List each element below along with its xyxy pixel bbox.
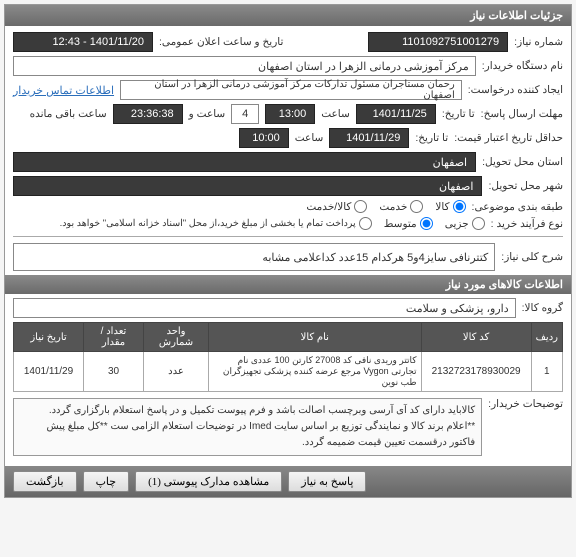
need-desc-value: کتترنافی سایز4و5 هرکدام 15عدد کداعلامی م… (13, 243, 495, 271)
province-label: استان محل تحویل: (482, 156, 563, 168)
city-value: اصفهان (13, 176, 482, 196)
radio-both[interactable]: کالا/خدمت (306, 200, 367, 213)
back-button[interactable]: بازگشت (13, 471, 77, 492)
radio-goods[interactable]: کالا (435, 200, 465, 213)
cell-date: 1401/11/29 (14, 352, 84, 392)
contact-info-link[interactable]: اطلاعات تماس خریدار (13, 84, 114, 97)
th-date: تاریخ نیاز (14, 323, 84, 352)
validity-label: حداقل تاریخ اعتبار قیمت: (454, 132, 563, 144)
hour-label-2: ساعت (295, 132, 324, 144)
product-group-label: گروه کالا: (522, 302, 563, 314)
validity-date-value: 1401/11/29 (329, 128, 409, 148)
response-deadline-label: مهلت ارسال پاسخ: (481, 108, 563, 120)
th-unit: واحد شمارش (144, 323, 209, 352)
city-label: شهر محل تحویل: (488, 180, 563, 192)
announce-label: تاریخ و ساعت اعلان عمومی: (159, 36, 283, 48)
countdown-value: 23:36:38 (113, 104, 183, 124)
to-date2-label: تا تاریخ: (415, 132, 448, 144)
request-creator-label: ایجاد کننده درخواست: (468, 84, 563, 96)
radio-service[interactable]: خدمت (379, 200, 423, 213)
category-label: طبقه بندی موضوعی: (472, 201, 563, 213)
footer-toolbar: پاسخ به نیاز مشاهده مدارک پیوستی (1) چاپ… (5, 466, 571, 497)
process-radio-group: جزیی متوسط پرداخت تمام یا بخشی از مبلغ خ… (60, 217, 485, 230)
th-qty: تعداد / مقدار (84, 323, 144, 352)
category-radio-group: کالا خدمت کالا/خدمت (306, 200, 465, 213)
radio-medium[interactable]: متوسط (384, 217, 433, 230)
product-group-value: دارو، پزشکی و سلامت (13, 298, 516, 318)
radio-small[interactable]: جزیی (445, 217, 485, 230)
process-label: نوع فرآیند خرید : (491, 218, 563, 230)
th-code: کد کالا (421, 323, 531, 352)
announce-value: 1401/11/20 - 12:43 (13, 32, 153, 52)
cell-name: کاتتر وریدی نافی کد 27008 کارتن 100 عددی… (209, 352, 422, 392)
remaining-label: ساعت باقی مانده (30, 108, 107, 120)
need-number-value: 1101092751001279 (368, 32, 508, 52)
hour-label-1: ساعت (321, 108, 350, 120)
need-number-label: شماره نیاز: (514, 36, 563, 48)
response-count-value: 4 (231, 104, 259, 124)
respond-button[interactable]: پاسخ به نیاز (288, 471, 366, 492)
request-creator-value: رحمان مستاجران مسئول تدارکات مرکز آموزشی… (120, 80, 462, 100)
province-value: اصفهان (13, 152, 476, 172)
panel-title: جزئیات اطلاعات نیاز (5, 5, 571, 26)
radio-payment[interactable]: پرداخت تمام یا بخشی از مبلغ خرید،از محل … (60, 217, 372, 230)
buyer-device-label: نام دستگاه خریدار: (482, 60, 563, 72)
buyer-notes-label: توضیحات خریدار: (488, 398, 563, 410)
response-hour-value: 13:00 (265, 104, 315, 124)
hour-and-label: ساعت و (189, 108, 226, 120)
th-name: نام کالا (209, 323, 422, 352)
need-desc-label: شرح کلی نیاز: (501, 251, 563, 263)
validity-hour-value: 10:00 (239, 128, 289, 148)
table-row: 1 2132723178930029 کاتتر وریدی نافی کد 2… (14, 352, 563, 392)
th-row: ردیف (531, 323, 562, 352)
cell-unit: عدد (144, 352, 209, 392)
items-table: ردیف کد کالا نام کالا واحد شمارش تعداد /… (13, 322, 563, 392)
cell-row: 1 (531, 352, 562, 392)
response-date-value: 1401/11/25 (356, 104, 436, 124)
items-info-header: اطلاعات کالاهای مورد نیاز (5, 275, 571, 294)
to-date-label: تا تاریخ: (442, 108, 475, 120)
attachments-button[interactable]: مشاهده مدارک پیوستی (1) (135, 471, 282, 492)
cell-code: 2132723178930029 (421, 352, 531, 392)
buyer-notes-value: کالاباید دارای کد آی آرسی وبرچسب اصالت ب… (13, 398, 482, 456)
cell-qty: 30 (84, 352, 144, 392)
print-button[interactable]: چاپ (83, 471, 130, 492)
buyer-device-value: مرکز آموزشی درمانی الزهرا در استان اصفها… (13, 56, 476, 76)
